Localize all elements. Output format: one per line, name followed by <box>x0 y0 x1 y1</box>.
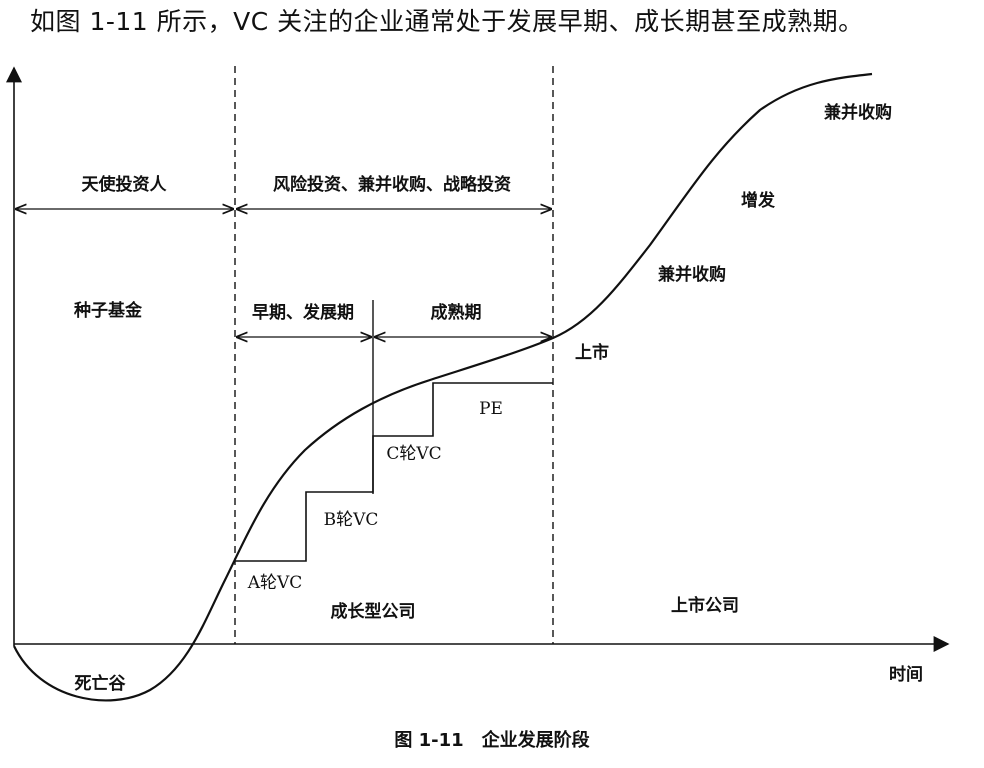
label-follow-on: 增发 <box>741 190 776 211</box>
financing-steps <box>235 382 553 562</box>
label-angel-investor: 天使投资人 <box>82 174 168 195</box>
label-a-round: A轮VC <box>247 573 303 593</box>
label-b-round: B轮VC <box>324 510 379 530</box>
growth-curve <box>13 72 873 702</box>
label-ipo: 上市 <box>575 342 609 363</box>
label-mature-stage: 成熟期 <box>431 302 482 323</box>
intro-text: 如图 1-11 所示，VC 关注的企业通常处于发展早期、成长期甚至成熟期。 <box>30 7 864 36</box>
label-seed-fund: 种子基金 <box>73 300 143 321</box>
label-ma-2: 兼并收购 <box>824 102 892 123</box>
label-ma-1: 兼并收购 <box>658 264 726 285</box>
label-vc-range: 风险投资、兼并收购、战略投资 <box>273 174 511 195</box>
label-pe: PE <box>479 399 503 419</box>
x-axis-label: 时间 <box>889 664 923 685</box>
label-listed-company: 上市公司 <box>671 595 739 616</box>
label-early-stage: 早期、发展期 <box>252 302 354 323</box>
label-growth-company: 成长型公司 <box>331 601 416 622</box>
label-c-round: C轮VC <box>386 444 441 464</box>
label-death-valley: 死亡谷 <box>75 673 127 694</box>
figure-caption: 图 1-11 企业发展阶段 <box>394 730 590 751</box>
